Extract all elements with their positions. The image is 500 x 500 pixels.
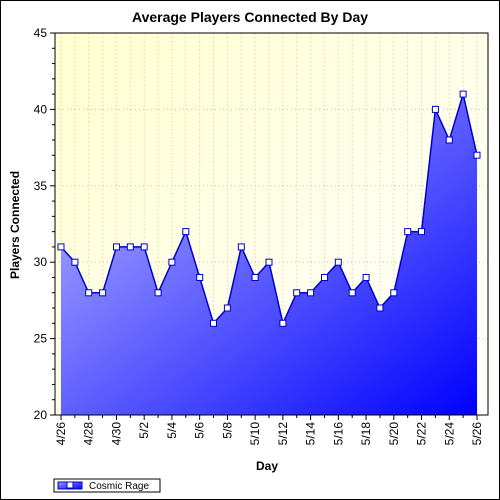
x-tick-label: 5/20 [387, 422, 401, 446]
x-tick-label: 5/22 [415, 422, 429, 446]
data-point [140, 243, 148, 251]
area-fill [61, 94, 477, 415]
data-point [113, 243, 120, 251]
data-point [473, 151, 481, 159]
data-point [57, 243, 65, 251]
y-tick-label: 35 [34, 179, 48, 193]
data-point [390, 289, 398, 297]
data-point [445, 136, 453, 144]
data-point [376, 304, 384, 312]
data-point [182, 228, 190, 236]
x-tick-label: 5/2 [137, 422, 151, 439]
data-point [237, 243, 245, 251]
x-axis-label: Day [256, 459, 278, 473]
y-tick-label: 40 [34, 102, 48, 116]
x-tick-label: 5/10 [248, 422, 262, 446]
x-tick-label: 4/26 [54, 422, 68, 446]
x-tick-label: 5/8 [220, 422, 234, 439]
x-tick-label: 5/14 [304, 422, 318, 446]
y-tick-label: 20 [34, 408, 48, 422]
data-point [71, 258, 79, 266]
data-point [404, 228, 412, 236]
y-tick-label: 45 [34, 26, 48, 40]
x-tick-label: 5/6 [193, 422, 207, 439]
data-point [348, 289, 356, 297]
data-point [168, 258, 176, 266]
data-point [362, 274, 370, 281]
data-point [307, 289, 315, 297]
x-tick-label: 5/26 [470, 422, 484, 446]
data-point [279, 319, 287, 327]
data-point [431, 105, 439, 113]
data-point [126, 243, 134, 251]
x-tick-labels: 4/26 4/28 4/30 5/2 5/4 5/6 5/8 5/10 5/12 5/14 5/16… [54, 422, 484, 446]
axes [50, 32, 489, 420]
data-point [265, 258, 273, 266]
data-point [293, 289, 301, 297]
data-point [251, 274, 259, 281]
y-axis-label: Players Connected [8, 171, 22, 279]
chart-title: Average Players Connected By Day [132, 9, 368, 25]
x-tick-label: 5/4 [165, 422, 179, 439]
data-point [196, 274, 204, 281]
data-point [223, 304, 231, 312]
x-tick-label: 5/16 [331, 422, 345, 446]
legend: Cosmic Rage [53, 478, 161, 493]
x-tick-label: 5/12 [276, 422, 290, 446]
y-tick-label: 25 [34, 332, 48, 346]
y-tick-labels: 20 25 30 35 40 45 [34, 26, 48, 422]
x-tick-label: 4/28 [82, 422, 96, 446]
data-point [154, 289, 162, 297]
y-tick-label: 30 [34, 255, 48, 269]
x-tick-label: 5/18 [359, 422, 373, 446]
x-tick-label: 5/24 [442, 422, 456, 446]
data-point [321, 274, 328, 281]
plot-border [54, 32, 489, 416]
data-point [334, 258, 342, 266]
data-point [99, 289, 107, 297]
data-points [57, 90, 481, 327]
legend-marker [66, 481, 74, 489]
data-point [210, 319, 217, 327]
data-point [459, 90, 467, 98]
x-tick-label: 4/30 [110, 422, 124, 446]
data-point [418, 228, 425, 236]
legend-label: Cosmic Rage [89, 481, 149, 492]
data-point [85, 289, 93, 297]
